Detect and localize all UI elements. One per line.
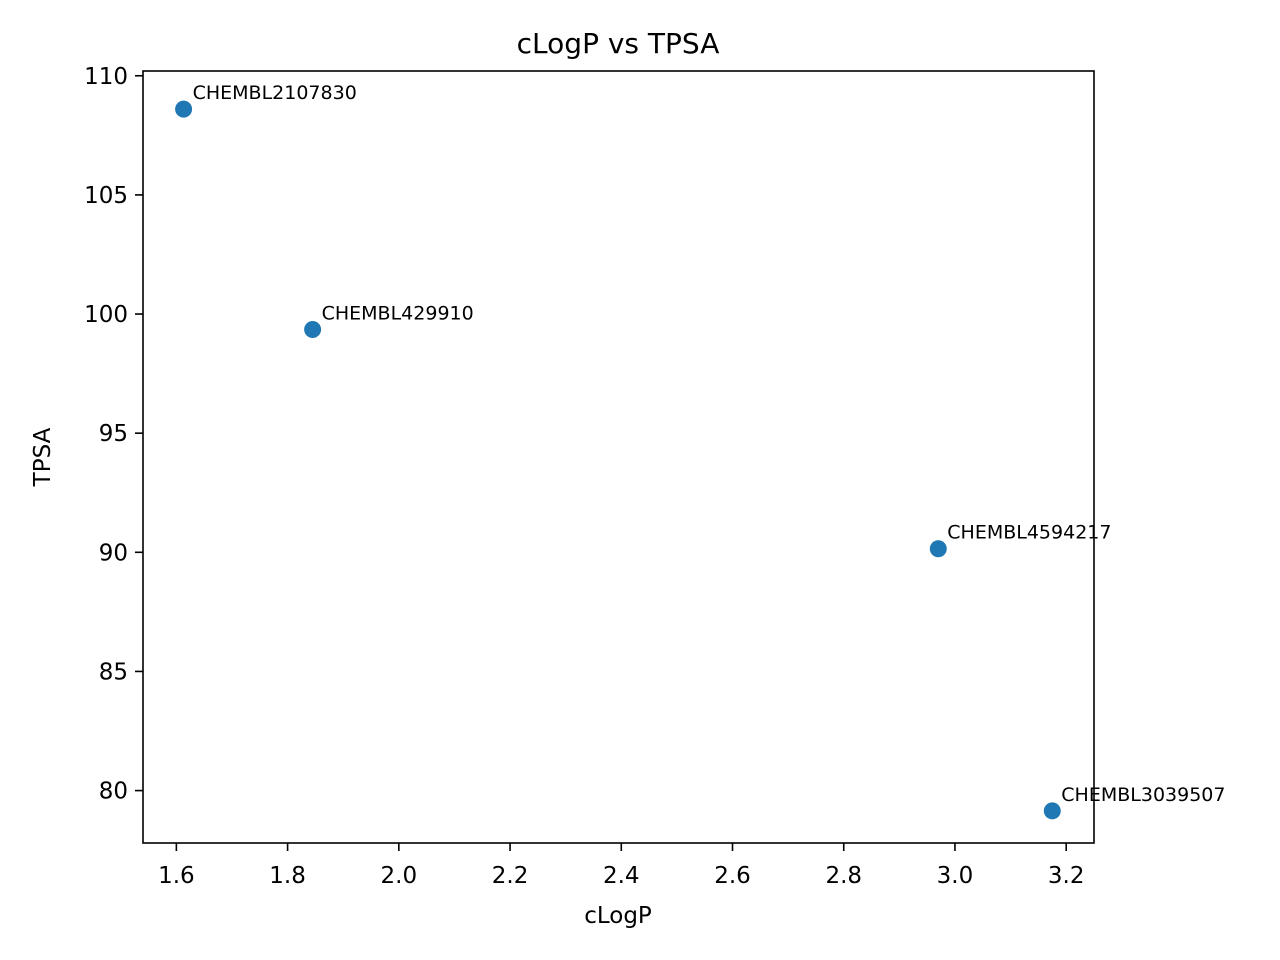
x-tick-label: 2.8 <box>825 863 862 889</box>
data-point-label: CHEMBL3039507 <box>1061 784 1225 806</box>
y-tick-label: 95 <box>99 421 128 447</box>
data-point <box>929 540 947 558</box>
y-axis-label: TPSA <box>30 427 56 487</box>
plot-frame <box>142 70 1095 844</box>
y-tick-label: 105 <box>84 183 128 209</box>
y-tick-label: 85 <box>99 659 128 685</box>
data-point <box>175 100 193 118</box>
x-tick-label: 3.2 <box>1048 863 1085 889</box>
x-axis: 1.6 1.8 2.0 2.2 2.4 2.6 2.8 3.0 3.2 <box>158 843 1084 889</box>
y-tick-label: 100 <box>84 302 128 328</box>
x-tick-label: 1.6 <box>158 863 195 889</box>
x-tick-label: 2.2 <box>492 863 529 889</box>
y-tick-label: 90 <box>99 540 128 566</box>
data-point-label: CHEMBL4594217 <box>947 522 1111 544</box>
x-axis-label: cLogP <box>584 903 652 929</box>
data-point <box>1043 802 1061 820</box>
x-tick-label: 3.0 <box>937 863 974 889</box>
y-axis: 80 85 90 95 100 105 110 <box>84 64 143 805</box>
data-point-label: CHEMBL429910 <box>322 303 474 325</box>
data-point-label: CHEMBL2107830 <box>193 82 357 104</box>
x-tick-label: 2.6 <box>714 863 751 889</box>
x-tick-label: 2.0 <box>381 863 418 889</box>
x-tick-label: 2.4 <box>603 863 640 889</box>
x-tick-label: 1.8 <box>269 863 306 889</box>
y-tick-label: 80 <box>99 779 128 805</box>
plot-area: CHEMBL2107830 CHEMBL429910 CHEMBL4594217 CH… <box>175 82 1225 820</box>
chart-title: cLogP vs TPSA <box>517 27 720 60</box>
y-tick-label: 110 <box>84 64 128 90</box>
data-point <box>304 321 322 339</box>
